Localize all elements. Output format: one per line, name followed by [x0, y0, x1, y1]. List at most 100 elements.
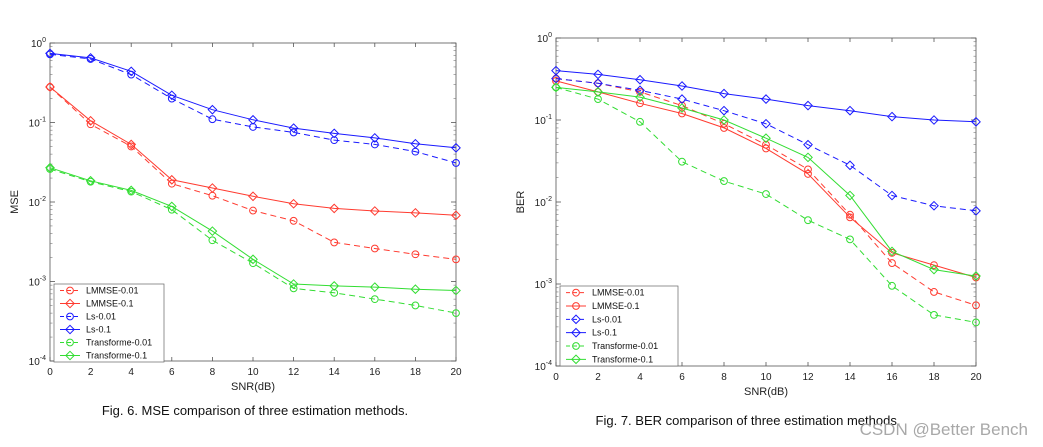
ber-data-point: [971, 271, 981, 281]
ber-series-line: [555, 86, 977, 277]
ber-data-point: [804, 170, 812, 178]
mse-series-line: [49, 86, 457, 260]
mse-legend-marker: [66, 312, 74, 321]
mse-legend-label: Ls-0.1: [86, 325, 111, 335]
mse-data-point: [288, 198, 299, 209]
ber-data-point: [971, 116, 981, 127]
mse-data-point: [249, 206, 257, 215]
ber-x-axis-label: SNR(dB): [744, 386, 788, 398]
ber-x-tick-label: 14: [844, 372, 856, 383]
ber-y-tick-label: 100: [537, 32, 552, 45]
mse-series-line: [49, 168, 457, 314]
mse-data-point: [248, 191, 258, 202]
ber-data-point: [803, 152, 813, 163]
ber-y-tick-label: 10-2: [535, 196, 552, 209]
mse-data-point: [452, 159, 460, 167]
mse-x-tick-label: 8: [210, 367, 216, 378]
ber-data-point: [930, 288, 938, 296]
ber-series-line: [555, 80, 977, 278]
ber-data-point: [678, 157, 686, 166]
ber-data-point: [551, 65, 561, 76]
mse-data-point: [166, 174, 177, 185]
ber-data-point: [636, 117, 644, 126]
ber-y-tick-label: 10-4: [535, 360, 552, 373]
mse-data-point: [85, 52, 96, 63]
mse-data-point: [370, 295, 379, 304]
mse-data-point: [207, 226, 218, 237]
ber-x-tick-label: 4: [637, 372, 643, 383]
watermark-text: CSDN @Better Bench: [860, 420, 1028, 439]
ber-x-tick-label: 10: [760, 372, 772, 383]
mse-data-point: [451, 285, 461, 296]
mse-legend-marker: [65, 324, 75, 335]
mse-data-point: [166, 90, 177, 101]
ber-chart: 0 2 4 6 8 10 12 14 16 18 20 10-4 10-3 10-2 10-1 100 SNR(…: [515, 32, 982, 398]
mse-data-point: [370, 244, 379, 253]
ber-x-tick-label: 12: [802, 372, 814, 383]
mse-data-point: [289, 284, 298, 293]
mse-data-point: [452, 309, 460, 318]
mse-legend-box: [53, 283, 165, 363]
ber-data-point: [887, 246, 897, 257]
mse-data-point: [166, 201, 177, 212]
mse-y-tick-label: 10-2: [29, 196, 46, 209]
ber-data-point: [888, 259, 896, 267]
mse-series-transforme-0-01: [46, 165, 460, 318]
mse-data-point: [411, 301, 420, 310]
mse-x-tick-label: 4: [128, 367, 134, 378]
mse-x-tick-label: 2: [88, 367, 94, 378]
mse-data-point: [329, 281, 340, 291]
ber-data-point: [677, 103, 687, 113]
mse-data-point: [289, 216, 298, 225]
ber-data-point: [719, 115, 729, 125]
mse-data-point: [126, 185, 137, 196]
mse-data-point: [329, 128, 340, 139]
ber-data-point: [803, 100, 813, 111]
ber-data-point: [887, 111, 897, 122]
ber-data-point: [930, 310, 938, 319]
ber-x-tick-label: 6: [679, 372, 685, 383]
mse-chart: 0 2 4 6 8 10 12 14 16 18 20 10-4 10-3 10-2 10-1 100 SNR(…: [9, 37, 462, 393]
ber-legend: LMMSE-0.01 LMMSE-0.1 Ls-0.01 Ls-0.1 Transfor…: [559, 285, 679, 367]
mse-series-ls-0-01: [46, 50, 460, 167]
ber-legend-marker: [571, 354, 581, 365]
mse-x-tick-label: 20: [450, 367, 462, 378]
mse-legend-label: Transforme-0.1: [86, 351, 147, 361]
ber-data-point: [551, 82, 561, 93]
mse-figure-caption: Fig. 6. MSE comparison of three estimati…: [102, 403, 408, 418]
ber-data-point: [846, 235, 854, 244]
mse-data-point: [208, 115, 217, 124]
ber-legend-marker: [571, 327, 581, 338]
ber-series-line: [555, 70, 977, 123]
ber-data-point: [593, 87, 603, 97]
mse-series-lmmse-0-1: [45, 82, 461, 221]
ber-data-point: [888, 281, 896, 290]
mse-data-point: [127, 142, 136, 151]
mse-series-lmmse-0-01: [46, 83, 460, 264]
ber-legend-label: Transforme-0.1: [592, 354, 653, 364]
ber-data-point: [803, 139, 813, 150]
mse-x-tick-label: 14: [329, 367, 341, 378]
mse-data-point: [330, 136, 339, 145]
mse-data-point: [248, 114, 258, 125]
ber-x-tick-label: 20: [970, 372, 982, 383]
mse-legend-label: LMMSE-0.1: [86, 299, 134, 309]
ber-data-point: [972, 301, 980, 310]
ber-series-ls-0-1: [551, 65, 981, 127]
mse-y-tick-label: 100: [31, 37, 46, 50]
ber-data-point: [929, 115, 939, 125]
ber-data-point: [971, 205, 981, 216]
mse-data-point: [452, 255, 460, 264]
mse-legend-marker: [65, 298, 75, 309]
mse-series-ls-0-1: [45, 48, 461, 153]
mse-data-point: [85, 175, 96, 186]
ber-data-point: [845, 160, 855, 171]
ber-data-point: [761, 133, 771, 144]
ber-x-tick-label: 2: [595, 372, 601, 383]
ber-legend-marker: [571, 314, 581, 325]
ber-legend-label: Transforme-0.01: [592, 341, 658, 351]
mse-x-tick-label: 0: [47, 367, 53, 378]
mse-data-point: [410, 284, 421, 295]
ber-data-point: [845, 190, 855, 201]
mse-x-tick-label: 12: [288, 367, 300, 378]
